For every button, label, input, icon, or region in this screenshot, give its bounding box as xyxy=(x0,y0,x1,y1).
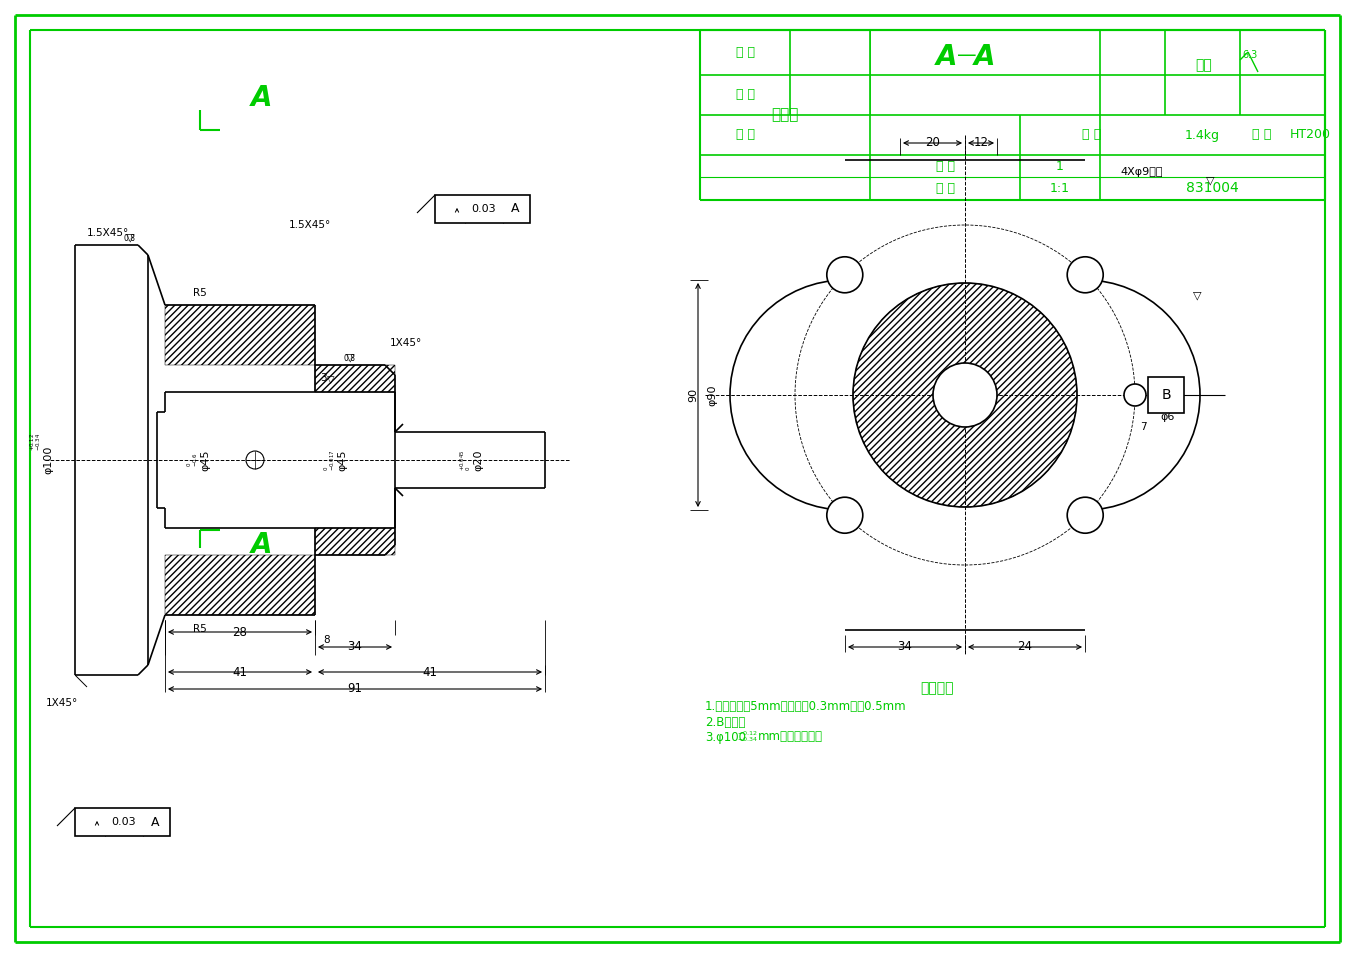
Text: R5: R5 xyxy=(194,288,207,298)
Text: φ20: φ20 xyxy=(473,449,483,471)
Text: HT200: HT200 xyxy=(1289,128,1331,142)
Bar xyxy=(435,195,529,223)
Text: 0.8: 0.8 xyxy=(344,354,356,363)
Bar xyxy=(1148,377,1183,413)
Text: φ45: φ45 xyxy=(200,449,210,471)
Bar xyxy=(74,808,171,836)
Text: 12: 12 xyxy=(974,137,988,149)
Text: 指 导: 指 导 xyxy=(735,88,754,101)
Text: 41: 41 xyxy=(233,665,248,679)
Bar xyxy=(165,305,315,365)
Text: 7: 7 xyxy=(1140,422,1147,432)
Text: 0.03: 0.03 xyxy=(471,204,497,214)
Text: 0.8: 0.8 xyxy=(125,234,135,243)
Text: R5: R5 xyxy=(194,624,207,634)
Text: ▽: ▽ xyxy=(1206,175,1215,185)
Text: $^{0}_{-0.6}$: $^{0}_{-0.6}$ xyxy=(185,453,200,467)
Text: ▽: ▽ xyxy=(1193,290,1201,300)
Text: $^{-0.12}_{-0.34}$: $^{-0.12}_{-0.34}$ xyxy=(737,729,758,745)
Text: 24: 24 xyxy=(1017,640,1033,654)
Text: $^{0}_{-0.017}$: $^{0}_{-0.017}$ xyxy=(322,449,337,471)
Text: ▽: ▽ xyxy=(345,352,355,362)
Text: 41: 41 xyxy=(422,665,437,679)
Circle shape xyxy=(933,363,997,427)
Text: ▽: ▽ xyxy=(126,232,134,242)
Text: $^{+0.045}_{0}$: $^{+0.045}_{0}$ xyxy=(459,450,474,471)
Text: 8: 8 xyxy=(324,635,330,645)
Text: A: A xyxy=(252,84,272,112)
Text: 重 量: 重 量 xyxy=(1082,128,1102,142)
Text: A: A xyxy=(252,531,272,559)
Circle shape xyxy=(827,498,862,533)
Text: 0.03: 0.03 xyxy=(111,817,137,827)
Text: 90: 90 xyxy=(688,388,699,402)
Text: 1.刻字字形高5mm，刻线宽0.3mm，深0.5mm: 1.刻字字形高5mm，刻线宽0.3mm，深0.5mm xyxy=(705,701,907,714)
Circle shape xyxy=(1067,498,1104,533)
Text: 831004: 831004 xyxy=(1186,181,1239,195)
Text: B: B xyxy=(1162,388,1171,402)
Circle shape xyxy=(1124,384,1145,406)
Text: 其余: 其余 xyxy=(1196,58,1212,72)
Text: φ45: φ45 xyxy=(337,449,347,471)
Text: 20: 20 xyxy=(926,137,941,149)
Text: 1:1: 1:1 xyxy=(1049,182,1070,194)
Text: —: — xyxy=(957,46,976,64)
Text: 法兰盘: 法兰盘 xyxy=(772,107,799,122)
Text: 1.5X45°: 1.5X45° xyxy=(87,228,129,238)
Text: 1: 1 xyxy=(1056,160,1064,172)
Text: 34: 34 xyxy=(348,640,363,654)
Text: 1.5X45°: 1.5X45° xyxy=(288,220,332,230)
Text: 4Xφ9透孔: 4Xφ9透孔 xyxy=(1120,167,1163,177)
Text: 6.3: 6.3 xyxy=(1242,50,1258,60)
Bar xyxy=(315,528,395,555)
Text: 材 料: 材 料 xyxy=(1252,128,1271,142)
Circle shape xyxy=(1067,256,1104,293)
Text: A: A xyxy=(150,815,160,829)
Text: mm外圆无光镀铬: mm外圆无光镀铬 xyxy=(758,730,823,744)
Text: 制 图: 制 图 xyxy=(735,128,754,142)
Circle shape xyxy=(827,256,862,293)
Text: $^{+0.12}_{-0.34}$: $^{+0.12}_{-0.34}$ xyxy=(28,433,43,451)
Text: ▽: ▽ xyxy=(328,375,334,385)
Text: φ90: φ90 xyxy=(707,385,718,406)
Text: 3.φ100: 3.φ100 xyxy=(705,730,746,744)
Text: 34: 34 xyxy=(898,640,913,654)
Text: 3: 3 xyxy=(320,373,326,383)
Text: 28: 28 xyxy=(233,626,248,638)
Text: φ100: φ100 xyxy=(43,446,53,474)
Bar xyxy=(315,365,395,392)
Text: 1X45°: 1X45° xyxy=(46,698,79,708)
Text: 1.4kg: 1.4kg xyxy=(1185,128,1220,142)
Text: 比 例: 比 例 xyxy=(936,182,955,194)
Text: 审 核: 审 核 xyxy=(735,46,754,58)
Text: A: A xyxy=(936,43,957,71)
Text: 91: 91 xyxy=(348,682,363,696)
Bar xyxy=(165,555,315,615)
Text: 2.B面抛光: 2.B面抛光 xyxy=(705,716,745,728)
Text: 件 数: 件 数 xyxy=(936,160,955,172)
Text: 技术要求: 技术要求 xyxy=(919,681,953,695)
Text: A: A xyxy=(975,43,995,71)
Text: 1X45°: 1X45° xyxy=(390,338,422,348)
Text: A: A xyxy=(510,203,519,215)
Text: φ6: φ6 xyxy=(1160,412,1174,422)
